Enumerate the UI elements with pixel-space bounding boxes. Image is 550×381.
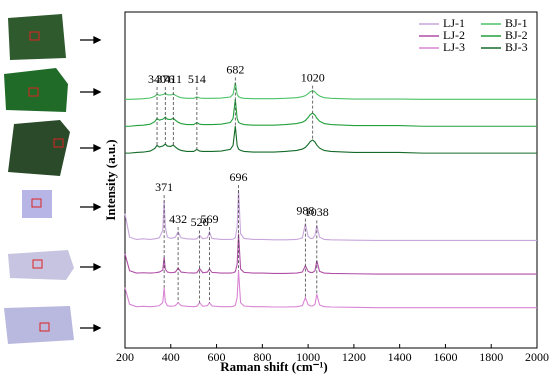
legend-label: LJ-1	[443, 16, 465, 30]
x-tick-label: 2000	[525, 350, 549, 364]
legend-label: BJ-2	[505, 28, 528, 42]
marker	[31, 198, 42, 208]
x-tick-label: 1400	[388, 350, 412, 364]
marker	[32, 259, 43, 269]
peak-label: 411	[165, 72, 183, 86]
legend-label: LJ-3	[443, 40, 465, 54]
x-tick-label: 800	[253, 350, 271, 364]
plot-frame	[124, 11, 538, 349]
peak-label: 682	[226, 62, 244, 76]
legend-label: LJ-2	[443, 28, 465, 42]
legend-label: BJ-1	[505, 16, 528, 30]
peak-label: 514	[188, 72, 206, 86]
peak-label: 526	[191, 215, 209, 229]
legend-label: BJ-3	[505, 40, 528, 54]
spectrum-line	[125, 126, 537, 154]
x-tick-label: 1800	[479, 350, 503, 364]
x-tick-label: 1000	[296, 350, 320, 364]
spectrum-line	[125, 99, 537, 127]
x-tick-label: 200	[116, 350, 134, 364]
x-tick-label: 1200	[342, 350, 366, 364]
marker	[28, 87, 39, 97]
photo	[8, 120, 70, 176]
spectrum-line	[124, 190, 537, 242]
photo	[4, 68, 68, 112]
photo	[4, 306, 74, 344]
peak-label: 376	[156, 72, 174, 86]
peak-label: 569	[200, 212, 218, 226]
photo	[22, 190, 52, 218]
photo	[8, 250, 74, 280]
peak-label: 371	[155, 180, 173, 194]
peak-label: 696	[230, 170, 248, 184]
peak-label: 340	[148, 72, 166, 86]
x-tick-label: 600	[208, 350, 226, 364]
spectrum-line	[124, 270, 537, 309]
marker	[39, 322, 50, 332]
y-axis-label: Intensity (a.u.)	[103, 139, 118, 220]
x-tick-label: 1600	[433, 350, 457, 364]
spectrum-line	[125, 82, 537, 100]
peak-label: 988	[296, 203, 314, 217]
arrows	[80, 35, 102, 333]
photo	[8, 14, 66, 60]
peak-label: 1020	[301, 70, 325, 84]
sample-photos	[4, 14, 74, 344]
peak-label: 1038	[305, 205, 329, 219]
x-axis-label: Raman shift (cm⁻¹)	[220, 359, 328, 374]
marker	[53, 138, 64, 148]
peak-label: 432	[169, 212, 187, 226]
x-tick-label: 400	[162, 350, 180, 364]
marker	[29, 31, 40, 41]
